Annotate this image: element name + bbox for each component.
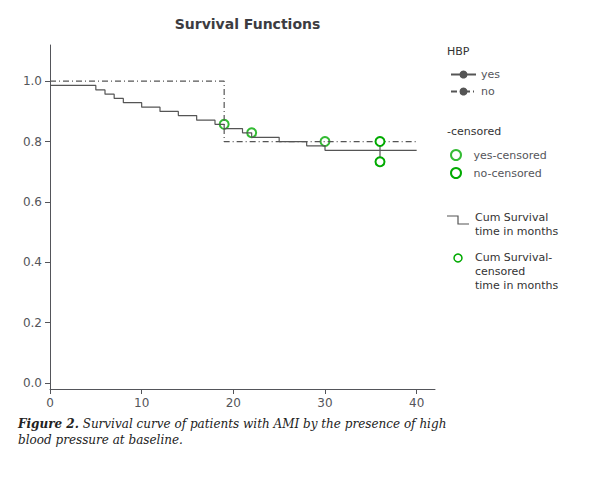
svg-text:time in months: time in months — [475, 225, 559, 238]
svg-text:0: 0 — [46, 396, 54, 410]
svg-text:yes-censored: yes-censored — [474, 149, 547, 162]
svg-text:10: 10 — [134, 396, 149, 410]
svg-text:Cum Survival: Cum Survival — [475, 211, 548, 224]
svg-text:30: 30 — [317, 396, 332, 410]
svg-text:0.4: 0.4 — [23, 255, 42, 269]
svg-text:HBP: HBP — [447, 45, 470, 58]
svg-text:-censored: -censored — [447, 125, 501, 138]
svg-text:40: 40 — [409, 396, 424, 410]
svg-text:0.8: 0.8 — [23, 135, 42, 149]
svg-text:censored: censored — [475, 265, 525, 278]
svg-text:0.6: 0.6 — [23, 195, 42, 209]
svg-text:no-censored: no-censored — [474, 167, 542, 180]
svg-text:0.2: 0.2 — [23, 316, 42, 330]
svg-text:blood pressure at baseline.: blood pressure at baseline. — [18, 433, 183, 447]
svg-text:20: 20 — [226, 396, 241, 410]
svg-text:Cum Survival-: Cum Survival- — [475, 251, 552, 264]
svg-text:Survival Functions: Survival Functions — [175, 16, 321, 32]
svg-text:time in months: time in months — [475, 279, 559, 292]
svg-text:0.0: 0.0 — [23, 376, 42, 390]
svg-text:no: no — [481, 85, 495, 98]
svg-text:Figure 2.: Figure 2. — [17, 417, 79, 431]
svg-text:Survival curve of patients wit: Survival curve of patients with AMI by t… — [83, 417, 447, 431]
svg-text:1.0: 1.0 — [23, 74, 42, 88]
svg-text:yes: yes — [481, 68, 500, 81]
